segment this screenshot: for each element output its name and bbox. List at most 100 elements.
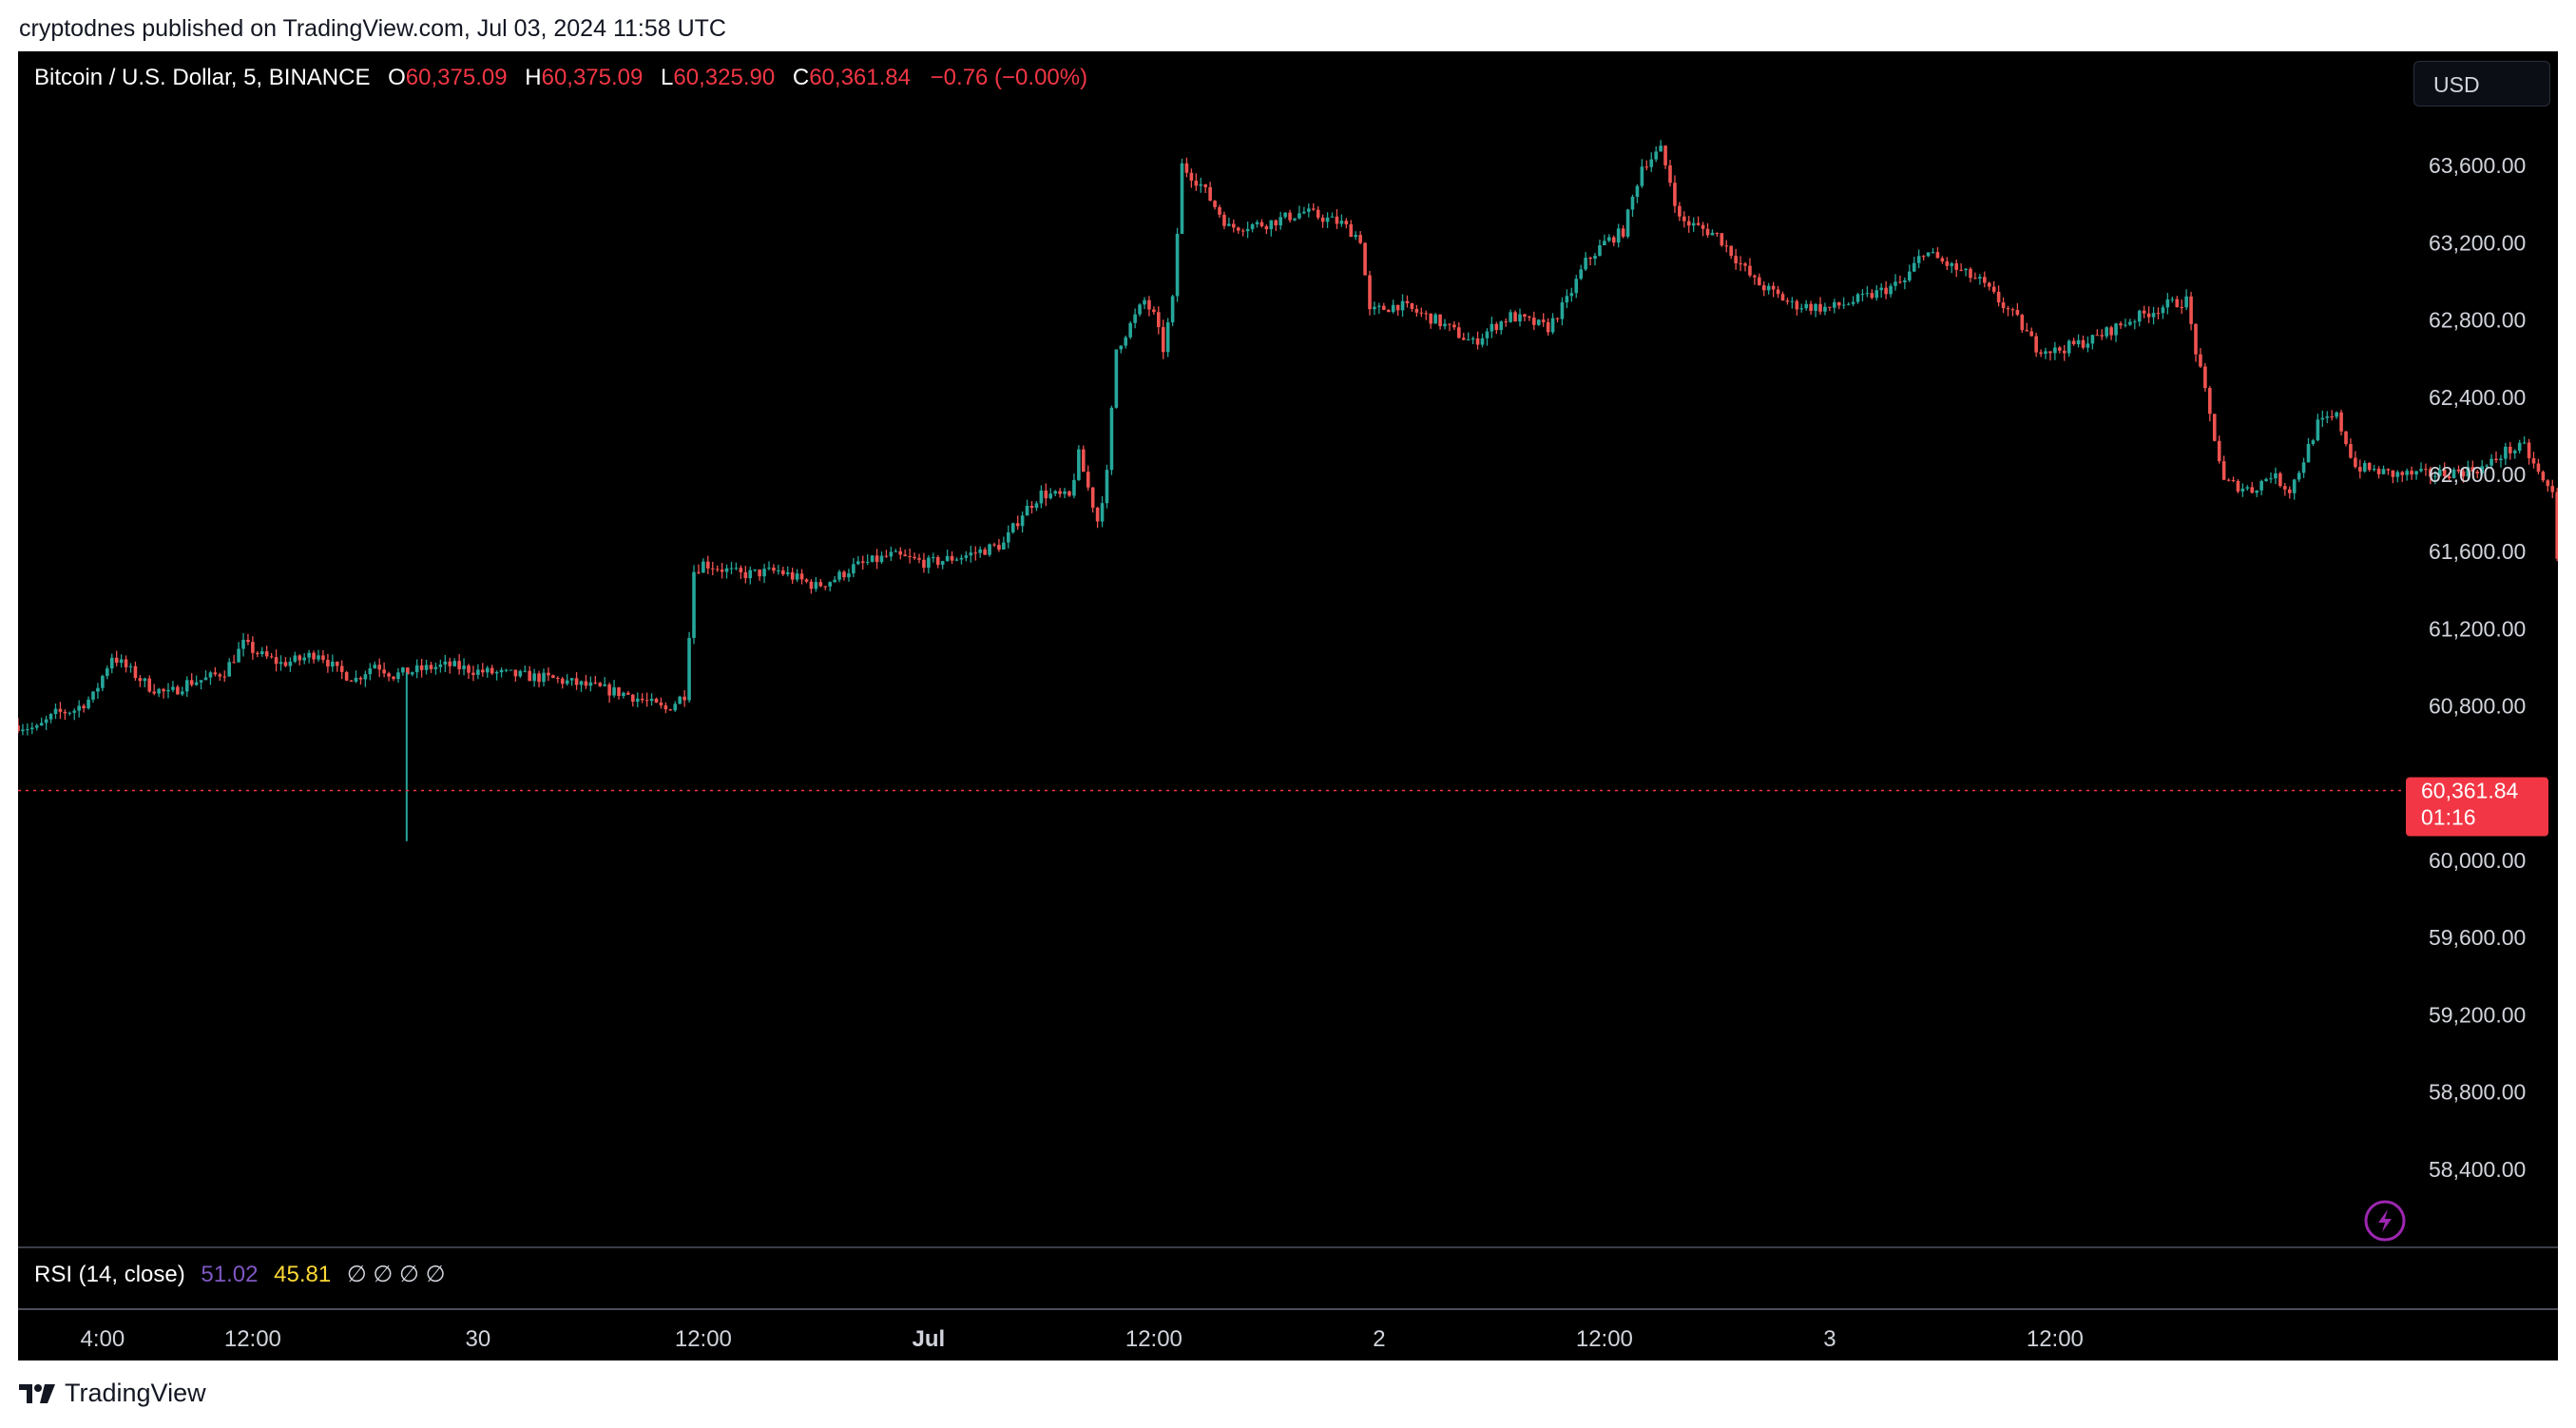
candle-body [1143, 299, 1146, 305]
footer-brand[interactable]: TradingView [19, 1379, 206, 1408]
candle-body [673, 704, 678, 711]
candle-body [1630, 196, 1635, 210]
rsi-label[interactable]: RSI (14, close) [34, 1262, 185, 1287]
candle-body [1278, 217, 1282, 226]
price-chart[interactable]: 64,000.0063,600.0063,200.0062,800.0062,4… [18, 51, 2558, 1360]
candle-body [1926, 252, 1931, 257]
candle-body [2489, 458, 2493, 466]
candle-body [1814, 303, 1817, 311]
price-axis-label: 62,400.00 [2429, 385, 2526, 410]
candle-body [1912, 262, 1916, 272]
candle-body [2015, 309, 2020, 316]
candle-body [644, 700, 649, 702]
candle-body [2372, 469, 2376, 471]
candle-body [452, 661, 456, 666]
currency-button[interactable]: USD [2413, 61, 2550, 106]
candle-body [753, 569, 757, 571]
candle-body [232, 662, 236, 664]
candle-body [1593, 255, 1597, 260]
candle-body [1236, 227, 1240, 231]
candle-body [406, 667, 410, 675]
last-price-tag: 60,361.84 01:16 [2406, 777, 2548, 837]
candle-body [401, 667, 405, 673]
candle-body [1536, 319, 1541, 325]
price-axis-label: 59,200.00 [2429, 1002, 2526, 1027]
candle-body [1710, 232, 1715, 236]
candle-body [2442, 469, 2447, 476]
candle-body [1894, 281, 1897, 286]
candle-body [260, 651, 264, 655]
candle-body [443, 661, 448, 665]
candle-body [1077, 449, 1081, 480]
close-value: 60,361.84 [809, 65, 911, 90]
candle-body [2466, 467, 2470, 477]
candle-body [2414, 471, 2418, 475]
candle-body [1678, 205, 1682, 217]
candle-body [251, 642, 255, 653]
candle-body [879, 555, 884, 563]
candle-body [2419, 469, 2423, 472]
candle-body [2362, 463, 2367, 472]
candle-body [382, 669, 386, 674]
candle-body [18, 724, 20, 731]
candle-body [922, 559, 926, 569]
candle-body [509, 669, 513, 671]
candle-body [1865, 293, 1870, 295]
candle-body [1565, 296, 1569, 303]
candle-body [2212, 414, 2217, 441]
candle-body [584, 681, 588, 686]
candle-body [2456, 469, 2461, 472]
candle-body [1841, 304, 1846, 306]
candle-body [889, 551, 894, 557]
candle-body [2437, 469, 2442, 476]
last-price-tag-bg [2406, 777, 2548, 837]
candle-body [147, 678, 152, 692]
candle-body [626, 692, 630, 695]
candle-body [1358, 235, 1362, 243]
candle-body [2001, 302, 2006, 309]
candle-body [1433, 314, 1437, 324]
candle-body [2292, 479, 2297, 493]
candle-body [842, 571, 846, 578]
candle-body [2161, 307, 2165, 314]
candle-body [490, 667, 494, 674]
candle-body [1072, 479, 1076, 496]
candle-body [203, 677, 208, 681]
candle-body [2429, 469, 2432, 477]
candle-body [1795, 300, 1799, 310]
candle-body [1513, 312, 1517, 322]
candle-body [358, 677, 363, 680]
symbol-name[interactable]: Bitcoin / U.S. Dollar, 5, BINANCE [34, 65, 371, 90]
candle-body [1729, 245, 1733, 257]
high-value: 60,375.09 [541, 65, 644, 90]
candle-body [1400, 300, 1405, 311]
candle-body [424, 665, 429, 670]
candle-body [758, 569, 761, 577]
lightning-icon[interactable] [2364, 1200, 2406, 1242]
candle-body [1499, 321, 1504, 331]
candle-body [2076, 339, 2081, 345]
candle-body [34, 725, 39, 728]
candle-body [1157, 312, 1161, 328]
chart-panel[interactable]: 64,000.0063,600.0063,200.0062,800.0062,4… [18, 51, 2558, 1360]
candle-body [1288, 212, 1292, 221]
candle-body [485, 667, 490, 673]
candle-body [2433, 475, 2437, 477]
candle-body [1588, 258, 1592, 260]
candle-body [1339, 221, 1344, 224]
candle-body [2221, 461, 2226, 480]
candle-body [2124, 324, 2127, 326]
candle-body [1391, 304, 1395, 313]
price-axis-label: 63,600.00 [2429, 153, 2526, 178]
candle-body [612, 686, 616, 696]
candle-body [283, 662, 288, 666]
candle-body [579, 681, 584, 685]
candle-body [875, 555, 879, 563]
candle-body [532, 673, 536, 682]
candle-body [58, 708, 63, 712]
candle-body [2400, 472, 2405, 475]
candle-body [1053, 491, 1057, 494]
candle-body [1579, 269, 1583, 280]
candle-body [2025, 330, 2029, 332]
candle-body [894, 550, 898, 552]
